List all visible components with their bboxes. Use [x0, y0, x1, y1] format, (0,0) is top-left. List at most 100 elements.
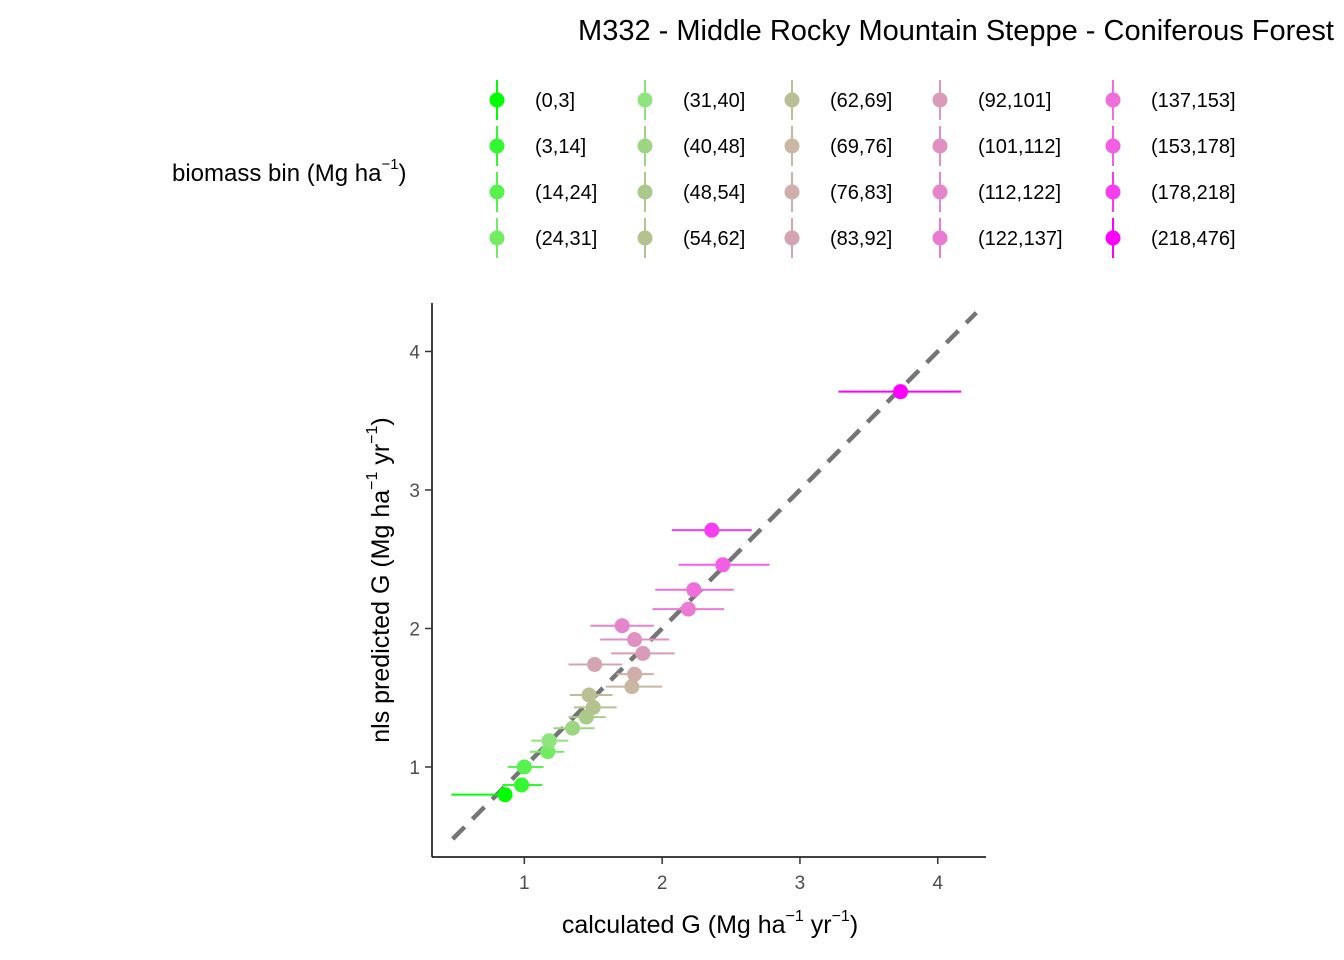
legend-item: (178,218] — [1105, 172, 1236, 212]
legend-label: (69,76] — [830, 136, 892, 158]
data-point — [516, 759, 532, 775]
plot-panel: 1 2 3 4 1 2 3 4 — [409, 303, 986, 894]
series-point-group — [451, 787, 513, 803]
x-axis-title: calculated G (Mg ha−1 yr−1) — [562, 908, 858, 939]
data-point — [585, 699, 601, 715]
data-point — [715, 557, 731, 573]
data-point — [680, 601, 696, 617]
legend-label: (101,112] — [978, 136, 1061, 158]
legend-key-point — [489, 230, 505, 246]
y-tick-label: 3 — [409, 481, 420, 502]
series-point-group — [652, 601, 725, 617]
data-point — [624, 679, 640, 695]
data-point — [627, 632, 643, 648]
legend-label: (92,101] — [978, 90, 1051, 112]
axis-ticks: 1 2 3 4 1 2 3 4 — [409, 342, 943, 894]
y-axis-title-sup2: −1 — [364, 425, 381, 443]
series-point-group — [671, 522, 752, 538]
data-point — [581, 687, 597, 703]
data-point — [635, 645, 651, 661]
series-point-group — [529, 744, 565, 760]
series-point-group — [553, 720, 595, 736]
series-point-group — [568, 656, 623, 672]
legend-label: (31,40] — [683, 90, 745, 112]
legend-title: biomass bin (Mg ha−1) — [172, 156, 407, 187]
x-tick-label: 2 — [657, 873, 668, 894]
legend-label: (62,69] — [830, 90, 892, 112]
x-axis-title-sup1: −1 — [786, 908, 804, 925]
legend-label: (76,83] — [830, 182, 892, 204]
legend-key-point — [489, 92, 505, 108]
legend-item: (122,137] — [932, 218, 1063, 258]
legend-label: (178,218] — [1151, 182, 1236, 204]
legend-label: (24,31] — [535, 228, 597, 250]
data-point — [497, 787, 513, 803]
legend-title-sup: −1 — [381, 156, 398, 173]
legend-label: (122,137] — [978, 228, 1063, 250]
data-point — [627, 666, 643, 682]
data-point — [541, 733, 557, 749]
legend-item: (137,153] — [1105, 80, 1236, 120]
series-point-group — [611, 645, 675, 661]
legend-item: (76,83] — [784, 172, 892, 212]
y-axis-title: nls predicted G (Mg ha−1 yr−1) — [364, 417, 395, 743]
legend-key-point — [784, 92, 800, 108]
legend-item: (54,62] — [637, 218, 745, 258]
y-axis-title-end: ) — [367, 417, 395, 425]
legend-title-end: ) — [399, 160, 407, 187]
legend-item: (3,14] — [489, 126, 586, 166]
x-tick-label: 1 — [519, 873, 530, 894]
legend-key-point — [637, 92, 653, 108]
legend-label: (48,54] — [683, 182, 745, 204]
legend: biomass bin (Mg ha−1) (0,3] (3,14] (14,24]… — [172, 80, 1236, 258]
y-axis-title-sup1: −1 — [364, 472, 381, 490]
legend-label: (40,48] — [683, 136, 745, 158]
data-marks — [451, 384, 962, 803]
x-axis-title-mid: yr — [804, 911, 832, 939]
data-point — [565, 720, 581, 736]
y-tick-label: 4 — [409, 342, 420, 363]
x-tick-label: 3 — [795, 873, 806, 894]
legend-key-point — [637, 184, 653, 200]
legend-key-point — [932, 184, 948, 200]
legend-key-point — [637, 230, 653, 246]
series-point-group — [838, 384, 962, 400]
data-point — [514, 777, 530, 793]
series-point-group — [507, 759, 544, 775]
chart-title: M332 - Middle Rocky Mountain Steppe - Co… — [578, 15, 1334, 47]
series-point-group — [573, 699, 617, 715]
legend-label: (83,92] — [830, 228, 892, 250]
legend-item: (83,92] — [784, 218, 892, 258]
legend-key-point — [489, 184, 505, 200]
x-axis-title-main: calculated G (Mg ha — [562, 911, 786, 939]
series-point-group — [655, 582, 734, 598]
legend-key-point — [784, 138, 800, 154]
legend-item: (31,40] — [637, 80, 745, 120]
x-tick-label: 4 — [932, 873, 943, 894]
legend-key-point — [784, 184, 800, 200]
series-point-group — [531, 733, 569, 749]
legend-key-point — [1105, 230, 1121, 246]
legend-item: (14,24] — [489, 172, 597, 212]
series-point-group — [605, 679, 663, 695]
legend-key-point — [784, 230, 800, 246]
legend-key-point — [489, 138, 505, 154]
legend-label: (137,153] — [1151, 90, 1236, 112]
legend-label: (54,62] — [683, 228, 745, 250]
y-tick-label: 1 — [409, 758, 420, 779]
series-point-group — [569, 687, 613, 703]
legend-item: (69,76] — [784, 126, 892, 166]
legend-label: (14,24] — [535, 182, 597, 204]
legend-label: (3,14] — [535, 136, 586, 158]
data-point — [893, 384, 909, 400]
y-axis-title-mid: yr — [367, 444, 395, 472]
y-axis-title-main: nls predicted G (Mg ha — [367, 490, 395, 743]
data-point — [614, 618, 630, 634]
series-point-group — [590, 618, 654, 634]
legend-item: (24,31] — [489, 218, 597, 258]
data-point — [587, 656, 603, 672]
x-axis-title-sup2: −1 — [832, 908, 850, 925]
legend-key-point — [932, 92, 948, 108]
data-point — [540, 744, 556, 760]
